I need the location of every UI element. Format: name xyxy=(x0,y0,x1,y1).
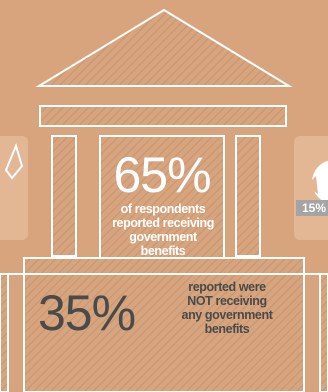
receiving-caption-line: benefits xyxy=(140,244,186,258)
not-receiving-caption-line: reported were xyxy=(188,280,266,294)
left-card-icon xyxy=(4,143,24,180)
roof xyxy=(35,8,293,87)
receiving-caption: of respondents reported receiving govern… xyxy=(80,202,246,258)
receiving-caption-line: government xyxy=(129,230,197,244)
beam xyxy=(39,105,287,127)
steps xyxy=(23,257,305,392)
not-receiving-caption-line: any government xyxy=(181,308,273,322)
left-column xyxy=(51,135,77,257)
right-column xyxy=(235,135,261,257)
receiving-caption-line: of respondents xyxy=(120,202,206,216)
side-card-percent: 15% xyxy=(296,200,328,216)
not-receiving-caption: reported were NOT receiving any governme… xyxy=(154,280,300,336)
not-receiving-percent: 35% xyxy=(38,285,136,341)
not-receiving-caption-line: NOT receiving xyxy=(187,294,267,308)
base-step xyxy=(0,273,9,392)
not-receiving-caption-line: benefits xyxy=(204,322,250,336)
receiving-percent: 65% xyxy=(113,147,211,203)
receiving-caption-line: reported receiving xyxy=(112,216,214,230)
